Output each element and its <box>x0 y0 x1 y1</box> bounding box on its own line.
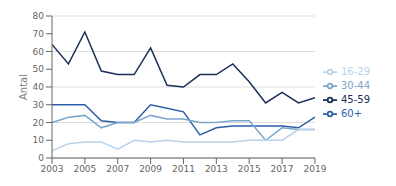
svg-text:2019: 2019 <box>303 164 326 174</box>
svg-text:50: 50 <box>33 64 45 74</box>
svg-text:80: 80 <box>33 11 45 21</box>
svg-text:70: 70 <box>33 29 45 39</box>
svg-text:2007: 2007 <box>106 164 129 174</box>
svg-text:20: 20 <box>33 118 45 128</box>
html-text:30-44: 30-44 <box>340 80 370 91</box>
svg-text:2003: 2003 <box>41 164 64 174</box>
svg-text:2009: 2009 <box>139 164 162 174</box>
svg-text:2005: 2005 <box>73 164 96 174</box>
svg-text:Antal: Antal <box>18 74 29 100</box>
svg-text:60: 60 <box>33 47 45 57</box>
html-text:16-29: 16-29 <box>340 66 370 77</box>
svg-text:2017: 2017 <box>271 164 294 174</box>
svg-text:0: 0 <box>38 153 44 163</box>
svg-text:40: 40 <box>33 82 45 92</box>
svg-text:30: 30 <box>33 100 45 110</box>
html-text:45-59: 45-59 <box>340 94 370 105</box>
html-text:60+: 60+ <box>340 108 362 119</box>
svg-text:2013: 2013 <box>205 164 228 174</box>
svg-text:10: 10 <box>33 135 45 145</box>
svg-text:2015: 2015 <box>238 164 261 174</box>
svg-text:2011: 2011 <box>172 164 195 174</box>
